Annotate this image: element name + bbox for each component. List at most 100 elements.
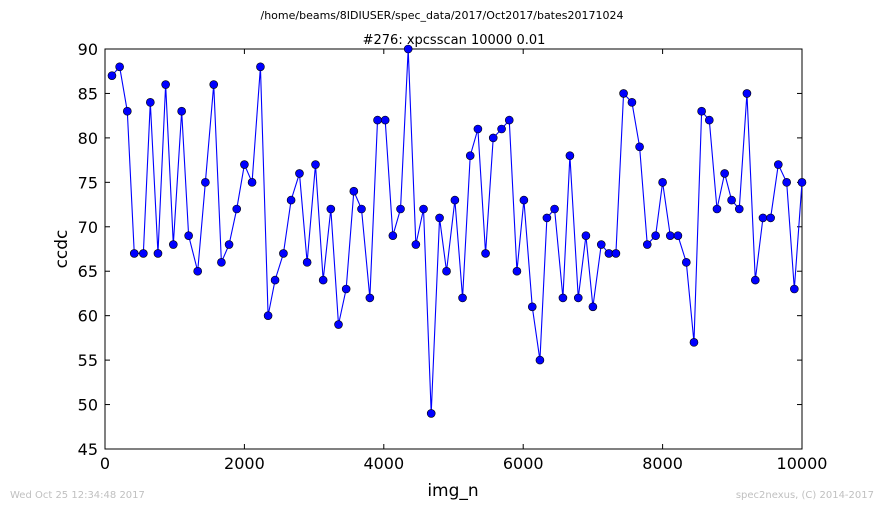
y-tick-label: 75 — [78, 173, 98, 192]
data-point — [209, 80, 219, 89]
data-point — [373, 115, 382, 125]
footer-credit: spec2nexus, (C) 2014-2017 — [736, 490, 874, 501]
data-point — [619, 89, 628, 98]
y-tick-label: 45 — [78, 440, 98, 459]
data-point — [782, 178, 791, 187]
y-axis-ticks: 45 50 55 60 65 70 75 80 85 90 — [78, 40, 802, 459]
y-tick-label: 90 — [78, 40, 98, 59]
data-point — [450, 195, 460, 205]
data-point — [727, 195, 736, 205]
y-tick-label: 50 — [78, 396, 98, 415]
data-point — [403, 44, 413, 54]
data-point — [411, 240, 421, 249]
data-point — [642, 240, 652, 249]
data-point — [512, 266, 522, 276]
data-point — [193, 266, 202, 276]
data-point — [302, 258, 312, 267]
plot-frame — [104, 48, 803, 450]
data-point — [588, 302, 598, 312]
data-point — [201, 178, 210, 187]
data-point — [426, 409, 436, 418]
data-point — [388, 231, 398, 240]
data-point — [742, 89, 752, 98]
data-point — [161, 80, 170, 89]
data-point — [295, 169, 304, 178]
y-tick-label: 60 — [78, 307, 98, 326]
data-point — [481, 249, 490, 258]
series-layer — [107, 44, 807, 418]
data-point — [380, 115, 390, 125]
y-tick-label: 85 — [78, 84, 98, 103]
x-tick-label: 10000 — [777, 454, 828, 473]
data-point — [712, 204, 722, 214]
data-point — [256, 62, 265, 72]
data-point — [311, 160, 320, 169]
data-point — [169, 240, 178, 249]
data-point — [107, 71, 117, 80]
data-point — [697, 106, 706, 116]
data-point — [435, 213, 444, 223]
data-point — [247, 178, 257, 187]
data-point — [184, 231, 193, 240]
data-point — [550, 204, 559, 214]
data-point — [535, 355, 545, 365]
x-tick-label: 4000 — [363, 454, 404, 473]
data-point — [565, 151, 575, 160]
data-point — [611, 249, 621, 258]
chart-supertitle: /home/beams/8IDIUSER/spec_data/2017/Oct2… — [261, 9, 624, 22]
data-point — [240, 160, 249, 169]
y-tick-label: 65 — [78, 262, 98, 281]
data-point — [442, 266, 451, 276]
x-tick-label: 0 — [100, 454, 110, 473]
data-point — [797, 178, 807, 187]
data-point — [334, 320, 343, 329]
x-tick-label: 2000 — [224, 454, 265, 473]
data-point — [681, 258, 691, 267]
data-point — [365, 293, 375, 303]
x-tick-label: 6000 — [503, 454, 544, 473]
data-point — [651, 231, 660, 240]
data-point — [488, 133, 498, 143]
data-point — [734, 204, 744, 214]
x-axis-label: img_n — [427, 481, 478, 501]
plot-area — [104, 48, 803, 450]
y-axis-label: ccdc — [52, 230, 72, 269]
data-point — [527, 302, 537, 312]
data-point — [396, 204, 405, 214]
data-point — [232, 204, 242, 214]
data-point — [773, 160, 783, 169]
data-point — [519, 195, 529, 205]
data-point — [558, 293, 568, 303]
data-point — [123, 106, 132, 116]
data-point — [758, 213, 768, 223]
y-tick-label: 70 — [78, 218, 98, 237]
footer-timestamp: Wed Oct 25 12:34:48 2017 — [10, 490, 145, 501]
data-point — [326, 204, 336, 214]
data-point — [658, 178, 667, 187]
data-point — [224, 240, 234, 249]
y-tick-label: 55 — [78, 351, 98, 370]
data-point — [596, 240, 606, 249]
data-point — [689, 338, 699, 347]
data-point — [177, 106, 186, 116]
data-point — [465, 151, 475, 160]
data-point — [153, 249, 163, 258]
data-point — [263, 311, 273, 320]
data-point — [341, 284, 351, 294]
data-point — [665, 231, 675, 240]
data-point — [573, 293, 583, 303]
data-point — [318, 275, 328, 285]
data-point — [458, 293, 467, 303]
data-point — [279, 249, 288, 258]
data-point — [146, 98, 155, 107]
data-point — [497, 124, 506, 134]
data-point — [270, 275, 280, 285]
series-line — [111, 48, 803, 414]
data-point — [217, 258, 226, 267]
y-tick-label: 80 — [78, 129, 98, 148]
data-point — [627, 98, 637, 107]
data-point — [115, 62, 124, 72]
data-point — [286, 195, 296, 205]
